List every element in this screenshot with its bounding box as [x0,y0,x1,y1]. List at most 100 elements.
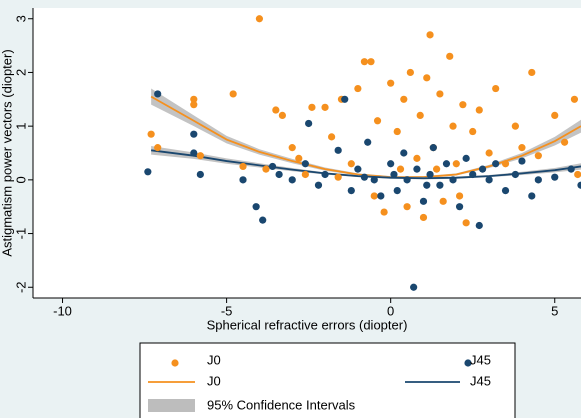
point [455,203,464,211]
point [196,170,204,179]
point [272,106,280,114]
point [570,95,579,103]
point [190,149,198,157]
point [275,170,283,179]
point [314,181,323,189]
point [475,221,483,230]
point [511,170,519,179]
point [518,144,526,152]
point [196,152,204,160]
point [380,208,388,216]
point [190,101,198,109]
x-tick-label: 5 [551,303,558,318]
plot-area [33,8,581,298]
point [341,95,349,103]
point [328,133,336,141]
x-tick-label: -10 [53,303,72,318]
point [321,170,329,179]
point [413,165,421,173]
point [469,170,477,179]
point [377,192,385,200]
point [446,52,454,60]
point [393,186,401,195]
point [534,152,542,160]
point [229,90,237,98]
legend [139,342,516,418]
point [423,74,431,82]
point [492,160,500,168]
y-tick-label: -1 [13,228,28,240]
point [478,165,487,173]
point [387,79,395,87]
x-tick-label: 0 [387,303,394,318]
point [308,103,316,111]
fit-line [150,95,581,179]
point [239,162,247,171]
x-tick-label: -5 [221,303,233,318]
point [551,173,559,181]
point [455,192,464,200]
point [501,160,510,168]
point [577,181,581,189]
point [528,68,536,77]
point [534,176,542,184]
point [462,154,470,162]
point [449,122,457,130]
point [278,111,286,120]
point [144,168,152,176]
legend-label: J0 [207,373,221,388]
point [403,176,411,184]
y-tick-label: 0 [13,176,28,183]
y-tick-label: 3 [13,15,28,22]
point [190,95,198,103]
point [469,127,477,136]
legend-marker [171,359,179,367]
point [400,95,408,103]
x-axis-label: Spherical refractive errors (diopter) [207,317,408,332]
point [518,157,526,165]
point [528,192,536,200]
point [560,138,569,146]
point [511,122,519,130]
point [426,31,434,39]
point [288,144,296,152]
point [239,176,247,184]
point [370,192,378,200]
point [574,170,581,179]
point [426,170,434,179]
point [262,165,270,173]
point [442,160,451,168]
point [252,203,260,211]
point [347,186,355,195]
point [370,176,378,184]
y-axis-label: Astigmatism power vectors (diopter) [0,49,14,256]
point [492,84,500,93]
legend-marker [464,359,472,367]
point [288,176,296,184]
point [406,68,414,77]
point [334,146,342,154]
point [449,176,457,184]
point [429,144,437,152]
point [295,154,303,162]
point [485,176,493,184]
point [551,111,559,120]
point [419,213,428,222]
point [259,216,267,224]
y-tick-label: 1 [13,123,28,130]
point [396,165,405,173]
point [501,186,510,195]
point [301,160,309,168]
legend-band [148,399,195,412]
point [190,130,198,138]
point [436,90,444,98]
point [462,219,470,227]
point [301,170,309,179]
plot [144,15,581,291]
point [347,160,355,168]
point [147,130,155,138]
point [410,283,418,291]
legend-label: J45 [470,352,491,367]
point [419,197,428,205]
